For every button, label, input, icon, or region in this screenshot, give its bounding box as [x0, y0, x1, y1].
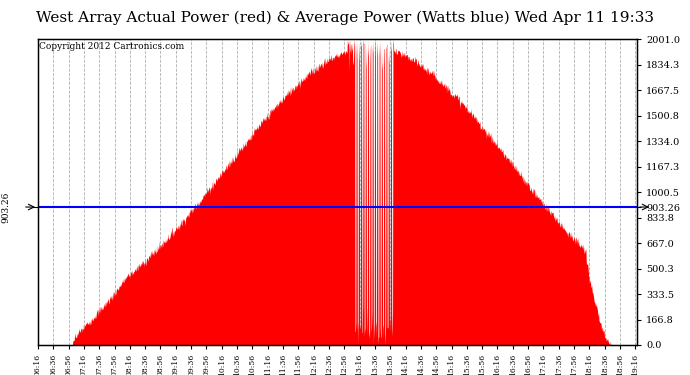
Text: 903.26: 903.26	[1, 191, 10, 223]
Text: West Array Actual Power (red) & Average Power (Watts blue) Wed Apr 11 19:33: West Array Actual Power (red) & Average …	[36, 10, 654, 25]
Text: Copyright 2012 Cartronics.com: Copyright 2012 Cartronics.com	[39, 42, 184, 51]
